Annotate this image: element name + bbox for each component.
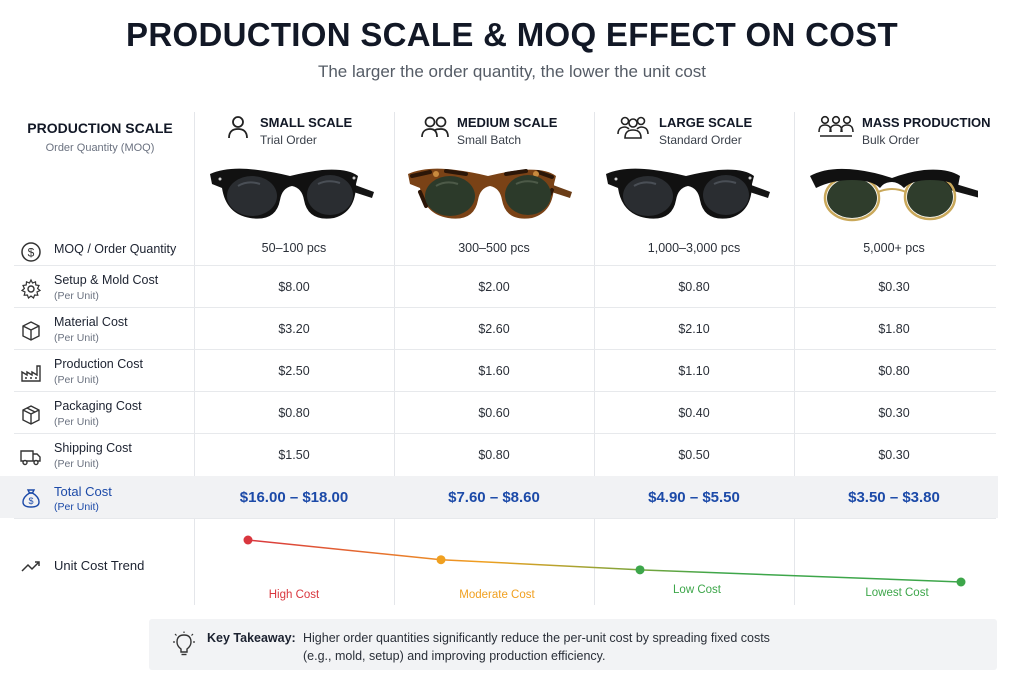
sunglasses-black-image: [210, 168, 374, 219]
dollar-circle-icon: $: [21, 242, 41, 262]
sunglasses-black-image: [606, 168, 770, 219]
cell-moq-large: 1,000–3,000 pcs: [647, 241, 741, 255]
row-unit-text: (Per Unit): [54, 501, 99, 513]
factory-icon: [21, 365, 41, 382]
label-column-title: PRODUCTION SCALE: [27, 120, 173, 136]
row-label-text: Material Cost: [54, 315, 128, 329]
row-label-text: Shipping Cost: [54, 441, 132, 455]
cell-production-medium: $1.60: [478, 364, 510, 378]
row-label-text: Setup & Mold Cost: [54, 273, 159, 287]
cell-shipping-medium: $0.80: [478, 448, 510, 462]
money-bag-icon: $: [22, 489, 40, 508]
trend-point-lowest: [956, 577, 966, 587]
cell-material-small: $3.20: [278, 322, 310, 336]
row-divider: [14, 349, 996, 350]
cell-setup-mass: $0.30: [878, 280, 910, 294]
cell-moq-mass: 5,000+ pcs: [863, 241, 925, 255]
cell-setup-medium: $2.00: [478, 280, 510, 294]
key-takeaway-box: Key Takeaway: Higher order quantities si…: [149, 619, 997, 670]
row-unit-text: (Per Unit): [54, 458, 99, 470]
cell-production-small: $2.50: [278, 364, 310, 378]
column-subtitle: Standard Order: [659, 133, 742, 147]
cell-shipping-small: $1.50: [278, 448, 310, 462]
box-icon: [22, 321, 40, 341]
cell-shipping-large: $0.50: [678, 448, 710, 462]
column-subtitle: Bulk Order: [862, 133, 920, 147]
row-label-text: Total Cost: [54, 484, 112, 499]
takeaway-text-line2: (e.g., mold, setup) and improving produc…: [303, 649, 606, 663]
trend-down-icon: [21, 561, 40, 572]
cost-trend-line: [243, 535, 966, 587]
column-divider: [794, 112, 795, 605]
total-small: $16.00 – $18.00: [239, 489, 349, 506]
cell-packaging-medium: $0.60: [478, 406, 510, 420]
takeaway-text-line1: Higher order quantities significantly re…: [303, 631, 770, 645]
group-icon: [617, 116, 649, 139]
cell-packaging-small: $0.80: [278, 406, 310, 420]
column-subtitle: Trial Order: [260, 133, 317, 147]
column-divider: [594, 112, 595, 605]
column-title: MEDIUM SCALE: [457, 115, 558, 130]
row-divider: [14, 391, 996, 392]
trend-label-lowest: Lowest Cost: [865, 587, 929, 599]
column-divider: [194, 112, 195, 605]
column-title: MASS PRODUCTION: [862, 115, 991, 130]
trend-polyline: [247, 539, 962, 583]
takeaway-label: Key Takeaway:: [207, 631, 296, 645]
trend-label-low: Low Cost: [673, 584, 721, 596]
row-divider: [14, 265, 996, 266]
cell-shipping-mass: $0.30: [878, 448, 910, 462]
label-column-subtitle: Order Quantity (MOQ): [45, 142, 155, 154]
cell-material-mass: $1.80: [878, 322, 910, 336]
page-title: PRODUCTION SCALE & MOQ EFFECT ON COST: [126, 16, 898, 53]
cell-moq-small: 50–100 pcs: [261, 241, 327, 255]
cell-packaging-mass: $0.30: [878, 406, 910, 420]
single-person-icon: [228, 116, 248, 139]
column-subtitle: Small Batch: [457, 133, 522, 147]
trend-point-high: [243, 535, 253, 545]
trend-point-low: [635, 565, 645, 575]
row-divider: [14, 433, 996, 434]
cell-material-large: $2.10: [678, 322, 710, 336]
total-medium: $7.60 – $8.60: [448, 489, 540, 506]
svg-text:$: $: [28, 246, 35, 260]
label-column-header: PRODUCTION SCALE Order Quantity (MOQ): [20, 120, 180, 154]
cell-moq-medium: 300–500 pcs: [458, 241, 530, 255]
package-icon: [22, 405, 40, 425]
cell-setup-small: $8.00: [278, 280, 310, 294]
cell-production-large: $1.10: [678, 364, 710, 378]
svg-text:$: $: [28, 496, 33, 506]
row-label-text: Unit Cost Trend: [54, 558, 145, 573]
crowd-icon: [818, 115, 854, 137]
row-divider: [14, 518, 996, 519]
row-unit-text: (Per Unit): [54, 332, 99, 344]
total-large: $4.90 – $5.50: [648, 489, 740, 506]
sunglasses-tortoise-image: [408, 168, 572, 219]
total-row-band: [0, 476, 998, 518]
cell-material-medium: $2.60: [478, 322, 510, 336]
page-subtitle: The larger the order quantity, the lower…: [317, 62, 707, 81]
row-unit-text: (Per Unit): [54, 416, 99, 428]
gear-icon: [20, 278, 42, 299]
lightbulb-icon: [173, 631, 195, 656]
trend-point-moderate: [436, 555, 446, 565]
two-people-icon: [421, 116, 449, 138]
cell-packaging-large: $0.40: [678, 406, 710, 420]
row-unit-text: (Per Unit): [54, 290, 99, 302]
cell-setup-large: $0.80: [678, 280, 710, 294]
truck-icon: [20, 450, 41, 466]
row-divider: [14, 307, 996, 308]
column-title: LARGE SCALE: [659, 115, 753, 130]
sunglasses-clubmaster-image: [810, 168, 978, 222]
trend-label-moderate: Moderate Cost: [459, 589, 535, 601]
cell-production-mass: $0.80: [878, 364, 910, 378]
column-title: SMALL SCALE: [260, 115, 353, 130]
row-unit-text: (Per Unit): [54, 374, 99, 386]
trend-label-high: High Cost: [268, 589, 320, 601]
row-label-text: Packaging Cost: [54, 399, 142, 413]
column-divider: [394, 112, 395, 605]
total-mass: $3.50 – $3.80: [848, 489, 940, 506]
row-label-text: MOQ / Order Quantity: [54, 242, 177, 256]
row-label-text: Production Cost: [54, 357, 143, 371]
